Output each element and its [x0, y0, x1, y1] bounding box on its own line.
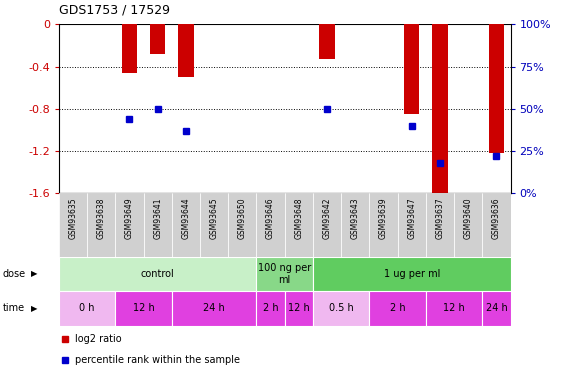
- Text: 12 h: 12 h: [133, 303, 154, 313]
- Bar: [116, 291, 172, 326]
- Text: GSM93637: GSM93637: [435, 198, 444, 239]
- Bar: [341, 193, 369, 257]
- Bar: [482, 291, 511, 326]
- Bar: [116, 193, 144, 257]
- Text: ▶: ▶: [31, 304, 38, 313]
- Text: percentile rank within the sample: percentile rank within the sample: [75, 355, 240, 365]
- Text: GSM93647: GSM93647: [407, 198, 416, 239]
- Text: GSM93640: GSM93640: [464, 198, 473, 239]
- Bar: [256, 193, 284, 257]
- Text: 0.5 h: 0.5 h: [329, 303, 353, 313]
- Text: GSM93649: GSM93649: [125, 198, 134, 239]
- Text: log2 ratio: log2 ratio: [75, 334, 121, 344]
- Text: 100 ng per
ml: 100 ng per ml: [258, 263, 311, 285]
- Bar: [426, 193, 454, 257]
- Bar: [369, 291, 426, 326]
- Bar: [426, 291, 482, 326]
- Text: GSM93641: GSM93641: [153, 198, 162, 239]
- Bar: [482, 193, 511, 257]
- Bar: [87, 193, 116, 257]
- Bar: [432, 24, 448, 193]
- Text: 0 h: 0 h: [79, 303, 95, 313]
- Bar: [489, 24, 504, 153]
- Text: GDS1753 / 17529: GDS1753 / 17529: [59, 4, 170, 17]
- Bar: [59, 291, 116, 326]
- Bar: [398, 193, 426, 257]
- Text: GSM93643: GSM93643: [351, 198, 360, 239]
- Text: GSM93638: GSM93638: [96, 198, 105, 239]
- Bar: [59, 257, 256, 291]
- Bar: [313, 291, 369, 326]
- Text: 2 h: 2 h: [390, 303, 406, 313]
- Bar: [256, 291, 284, 326]
- Bar: [122, 24, 137, 73]
- Bar: [228, 193, 256, 257]
- Bar: [404, 24, 420, 114]
- Text: GSM93646: GSM93646: [266, 198, 275, 239]
- Bar: [150, 24, 165, 54]
- Bar: [454, 193, 482, 257]
- Bar: [200, 193, 228, 257]
- Bar: [285, 193, 313, 257]
- Bar: [369, 193, 398, 257]
- Bar: [256, 257, 313, 291]
- Text: GSM93648: GSM93648: [295, 198, 304, 239]
- Text: GSM93642: GSM93642: [323, 198, 332, 239]
- Bar: [172, 193, 200, 257]
- Text: 1 ug per ml: 1 ug per ml: [384, 269, 440, 279]
- Bar: [59, 193, 87, 257]
- Text: 24 h: 24 h: [203, 303, 225, 313]
- Bar: [313, 257, 511, 291]
- Bar: [319, 24, 335, 59]
- Bar: [285, 291, 313, 326]
- Text: control: control: [141, 269, 174, 279]
- Text: GSM93644: GSM93644: [181, 198, 190, 239]
- Bar: [178, 24, 194, 77]
- Text: 24 h: 24 h: [485, 303, 507, 313]
- Text: GSM93650: GSM93650: [238, 198, 247, 239]
- Text: GSM93635: GSM93635: [68, 198, 77, 239]
- Text: 12 h: 12 h: [443, 303, 465, 313]
- Text: GSM93639: GSM93639: [379, 198, 388, 239]
- Bar: [172, 291, 256, 326]
- Text: ▶: ▶: [31, 269, 38, 278]
- Bar: [144, 193, 172, 257]
- Text: 12 h: 12 h: [288, 303, 310, 313]
- Text: dose: dose: [3, 269, 26, 279]
- Text: time: time: [3, 303, 25, 313]
- Text: GSM93645: GSM93645: [210, 198, 219, 239]
- Bar: [313, 193, 341, 257]
- Text: 2 h: 2 h: [263, 303, 278, 313]
- Text: GSM93636: GSM93636: [492, 198, 501, 239]
